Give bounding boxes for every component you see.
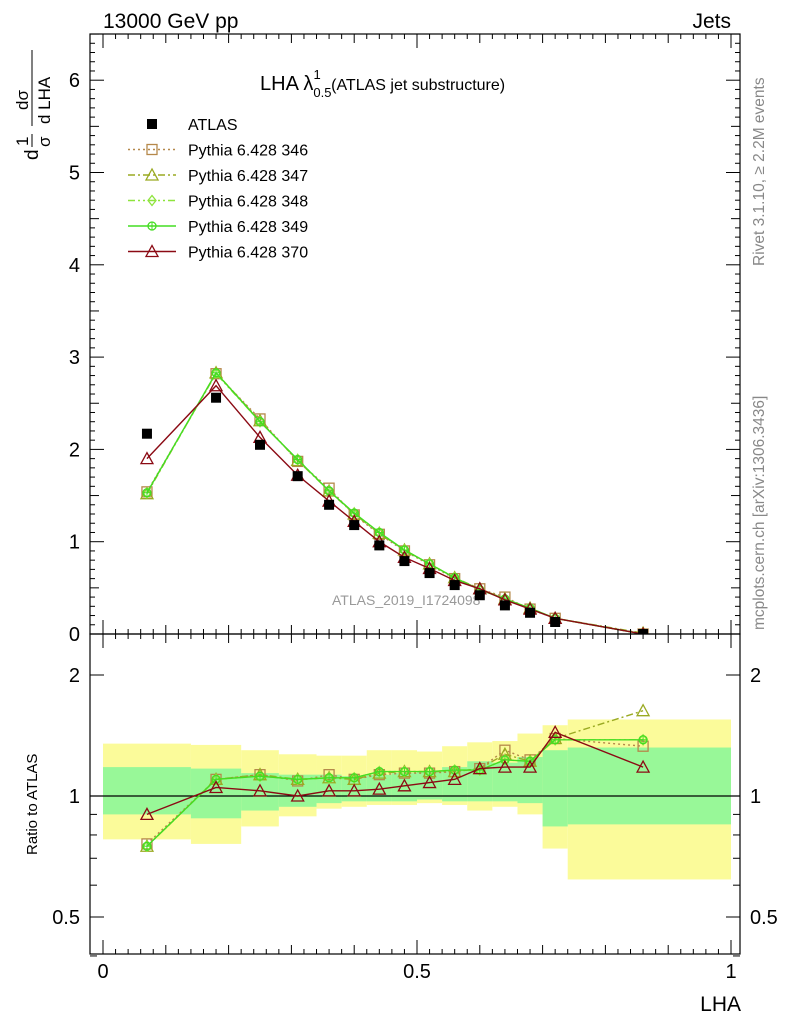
legend-label-4: Pythia 6.428 349 (188, 219, 308, 236)
ratio-y-tick-label-right-1: 1 (750, 786, 761, 808)
band-inner-11 (492, 762, 518, 802)
chart-title-main: LHA λ (260, 73, 313, 95)
ratio-series-4-point-4 (321, 783, 337, 797)
ylabel-frac1-den: σ (35, 136, 54, 147)
ratio-series-4-point-10 (472, 761, 487, 775)
main-series-0-point-7 (399, 556, 410, 567)
main-series-5-point-1 (208, 378, 224, 392)
main-series-0-point-5 (349, 520, 360, 531)
main-y-tick-label-1: 1 (69, 532, 80, 554)
header-left: 13000 GeV pp (103, 10, 238, 33)
ratio-series-line-4 (146, 731, 644, 816)
main-series-0-point-11 (499, 600, 510, 611)
ratio-series-2-point-2 (255, 770, 265, 783)
ratio-series-4-point-11 (497, 759, 513, 773)
watermark-label: ATLAS_2019_I1724098 (332, 592, 481, 608)
x-tick-label-2: 1 (725, 961, 736, 983)
main-y-tick-label-5: 5 (69, 163, 80, 185)
ratio-series-2-point-5 (349, 771, 360, 784)
ratio-series-4-point-6 (372, 781, 387, 795)
ratio-series-4-point-13 (548, 724, 563, 738)
main-y-tick-label-4: 4 (69, 255, 80, 277)
chart-title: LHA λ0.5 1 (ATLAS jet substructure) (260, 67, 505, 100)
ratio-series-4-point-2 (252, 783, 268, 797)
ratio-series-4-point-3 (290, 788, 305, 802)
main-y-tick-label-3: 3 (69, 347, 80, 369)
ratio-series-2-point-4 (324, 771, 334, 784)
main-series-0-point-6 (374, 540, 385, 551)
main-series-0-point-2 (255, 439, 265, 450)
main-series-0-point-12 (525, 607, 536, 618)
rivet-label: Rivet 3.1.10, ≥ 2.2M events (751, 77, 768, 266)
chart-title-sub: 0.5 (313, 85, 331, 100)
main-y-tick-label-6: 6 (69, 70, 80, 92)
legend-marker-5 (144, 244, 160, 258)
main-y-label: d 1 σ dσ d LHA (13, 50, 54, 160)
ratio-series-2-point-9 (449, 764, 460, 777)
legend-marker-0 (147, 119, 157, 129)
x-tick-label-0: 0 (97, 961, 108, 983)
legend-label-1: Pythia 6.428 346 (188, 143, 308, 160)
ylabel-frac2-den: d LHA (35, 76, 54, 124)
main-series-3-point-0 (142, 486, 152, 499)
ratio-series-4-point-0 (139, 807, 155, 821)
ratio-series-2-point-13 (550, 733, 560, 746)
ratio-series-2-point-1 (211, 773, 221, 786)
ratio-series-2-point-7 (399, 765, 410, 778)
main-series-3-point-3 (292, 453, 303, 466)
main-series-3-point-2 (255, 415, 265, 428)
ratio-series-2-point-11 (500, 753, 510, 766)
ratio-y-label: Ratio to ATLAS (24, 754, 41, 855)
ratio-y-tick-label-right-2: 2 (750, 665, 761, 687)
ratio-series-2-point-3 (292, 773, 303, 786)
ratio-y-tick-label-2: 2 (69, 665, 80, 687)
mcplots-label: mcplots.cern.ch [arXiv:1306.3436] (751, 396, 768, 630)
band-inner-14 (567, 747, 731, 825)
legend-marker-1 (146, 143, 158, 156)
x-tick-label-1: 0.5 (403, 961, 431, 983)
ratio-series-4-point-5 (347, 783, 362, 797)
chart-title-sup: 1 (313, 67, 320, 82)
legend: ATLAS Pythia 6.428 346 Pythia 6.428 347 Pyt… (128, 117, 308, 262)
main-series-0-point-4 (324, 499, 335, 510)
main-series-0-point-10 (474, 590, 485, 601)
ratio-frame (89, 633, 741, 955)
ratio-series-4-point-14 (635, 759, 651, 773)
ylabel-d1: d (22, 149, 43, 160)
main-series-0-point-8 (424, 568, 435, 579)
ratio-y-tick-label-right-0: 0.5 (750, 907, 778, 929)
ratio-series-2-point-6 (374, 765, 385, 778)
x-axis-label: LHA (700, 993, 741, 1016)
chart-title-rest: (ATLAS jet substructure) (327, 77, 505, 94)
main-series-0-point-13 (550, 617, 561, 628)
main-y-tick-label-2: 2 (69, 439, 80, 461)
ratio-y-tick-label-0: 0.5 (52, 907, 80, 929)
legend-marker-2 (144, 167, 160, 181)
header-right: Jets (692, 10, 731, 33)
legend-label-5: Pythia 6.428 370 (188, 245, 308, 262)
band-inner-0 (103, 767, 191, 815)
main-series-0-point-3 (292, 471, 303, 482)
main-series-5-point-0 (139, 451, 155, 465)
ratio-series-4-point-12 (522, 759, 538, 773)
ylabel-frac2-num: dσ (13, 90, 32, 110)
ratio-series-4-point-8 (422, 775, 437, 789)
main-y-tick-label-0: 0 (69, 624, 80, 646)
legend-marker-3 (147, 194, 157, 207)
ratio-series-2-point-14 (638, 733, 648, 746)
legend-label-0: ATLAS (188, 117, 238, 134)
main-series-0-point-9 (449, 580, 460, 591)
ratio-series-4-point-1 (208, 780, 224, 794)
ratio-series-4-point-7 (397, 778, 412, 792)
ratio-series-1-point-14 (635, 703, 651, 717)
ratio-y-tick-label-1: 1 (69, 786, 80, 808)
legend-label-3: Pythia 6.428 348 (188, 194, 308, 211)
main-series-0-point-1 (211, 392, 222, 403)
ylabel-frac1-num: 1 (13, 137, 32, 146)
main-series-0-point-0 (141, 428, 152, 439)
band-inner-13 (542, 750, 568, 827)
legend-label-2: Pythia 6.428 347 (188, 168, 308, 185)
ratio-series-4-point-9 (447, 772, 462, 786)
